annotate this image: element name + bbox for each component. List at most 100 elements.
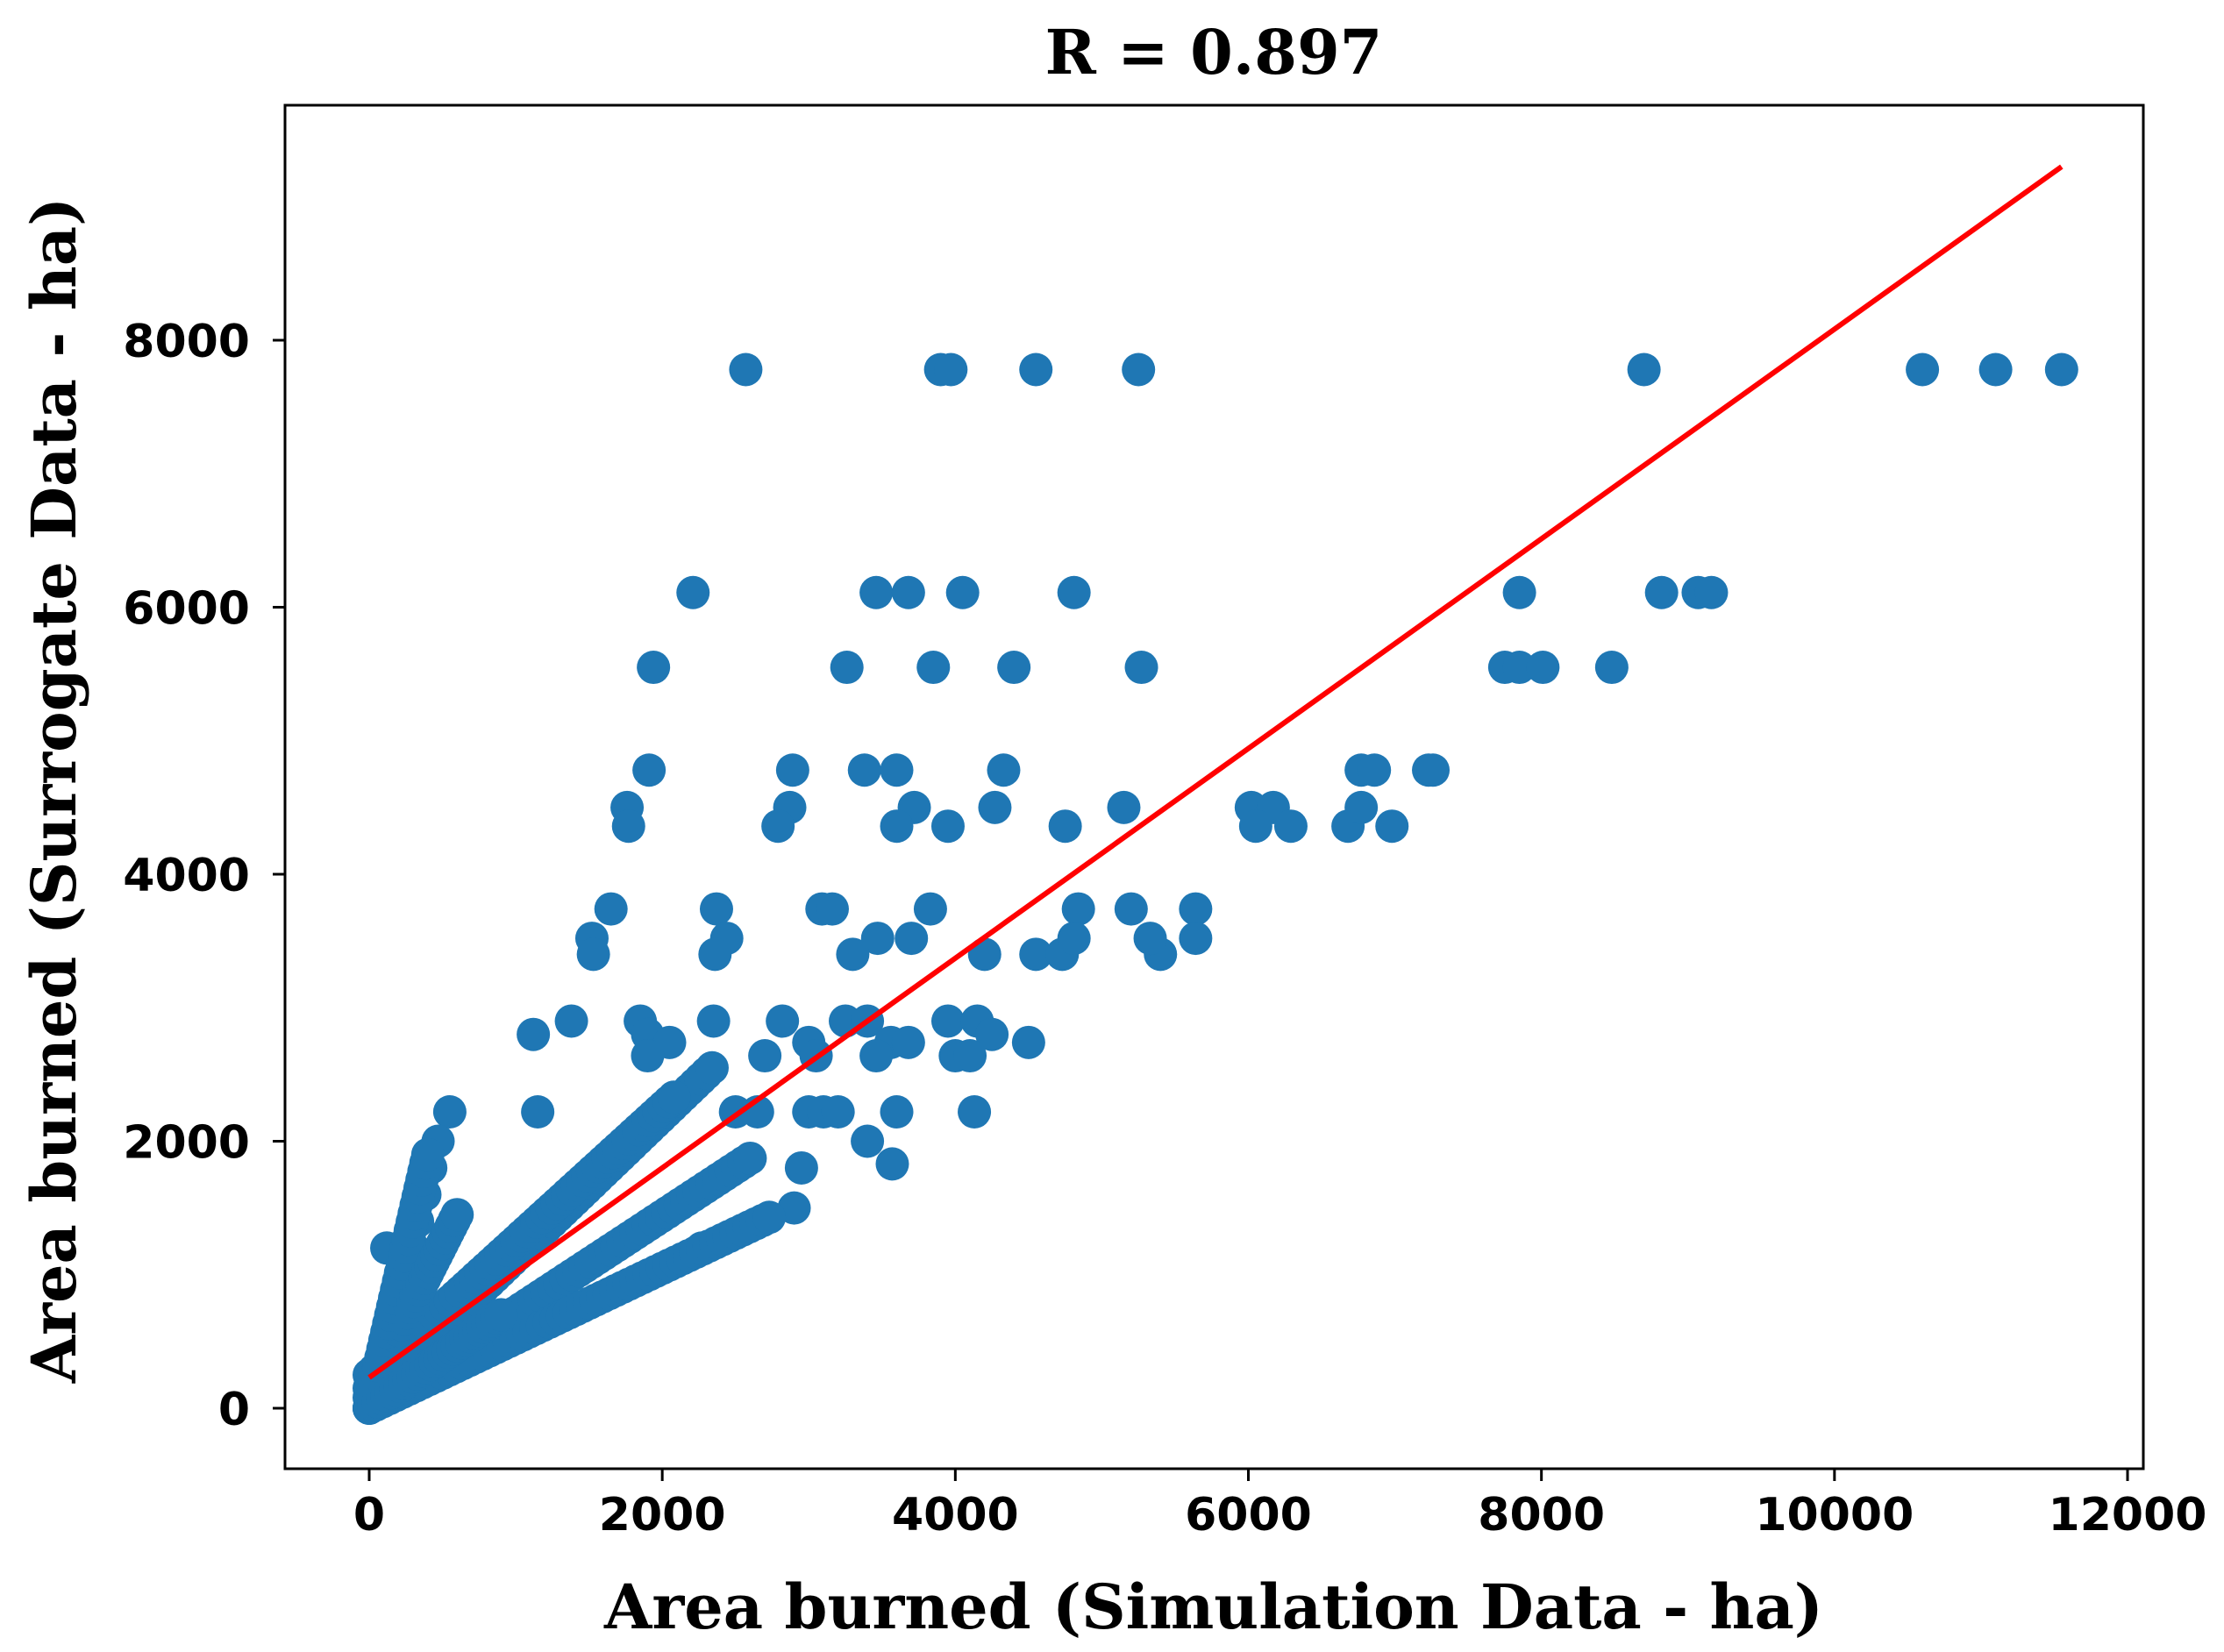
scatter-point	[913, 892, 947, 926]
scatter-point	[696, 1004, 731, 1038]
scatter-points	[353, 352, 2078, 1425]
scatter-point	[2044, 352, 2078, 387]
scatter-point	[1694, 575, 1729, 609]
scatter-point	[554, 1004, 588, 1038]
scatter-point	[987, 753, 1021, 787]
scatter-point	[815, 892, 849, 926]
y-axis-label: Area burned (Surrogate Data - ha)	[18, 197, 90, 1384]
scatter-point	[859, 1039, 894, 1073]
scatter-point	[748, 1039, 782, 1073]
y-tick-label: 0	[218, 1384, 250, 1436]
scatter-point	[729, 352, 763, 387]
scatter-point	[1122, 352, 1156, 387]
scatter-point	[847, 753, 881, 787]
scatter-point	[1057, 575, 1091, 609]
x-tick-label: 0	[353, 1489, 385, 1542]
scatter-point	[1594, 651, 1629, 685]
scatter-point	[997, 651, 1031, 685]
scatter-point	[611, 809, 645, 844]
chart-title: R = 0.897	[1045, 16, 1383, 89]
scatter-point	[1344, 790, 1379, 824]
scatter-point	[891, 1025, 925, 1059]
scatter-point	[930, 1004, 965, 1038]
scatter-point	[880, 753, 914, 787]
scatter-point	[1358, 753, 1392, 787]
scatter-point	[784, 1150, 818, 1185]
y-tick-label: 4000	[123, 850, 250, 902]
scatter-point	[916, 651, 951, 685]
x-tick-label: 10000	[1755, 1489, 1914, 1542]
x-axis-label: Area burned (Simulation Data - ha)	[603, 1570, 1823, 1643]
scatter-point	[1502, 651, 1536, 685]
scatter-point	[1179, 892, 1213, 926]
x-tick-label: 8000	[1478, 1489, 1605, 1542]
y-tick-label: 6000	[123, 583, 250, 636]
scatter-point	[1526, 651, 1560, 685]
scatter-point	[934, 352, 968, 387]
scatter-point	[978, 790, 1012, 824]
scatter-point	[440, 1198, 474, 1232]
scatter-point	[1416, 753, 1451, 787]
x-tick-label: 4000	[892, 1489, 1019, 1542]
scatter-point	[698, 937, 732, 972]
scatter-point	[821, 1095, 855, 1129]
x-tick-label: 2000	[599, 1489, 726, 1542]
scatter-point	[1114, 892, 1148, 926]
scatter-point	[1627, 352, 1661, 387]
x-tick-label: 12000	[2049, 1489, 2207, 1542]
scatter-point	[637, 651, 671, 685]
scatter-point	[484, 1298, 518, 1332]
scatter-point	[695, 1050, 729, 1085]
scatter-point	[1011, 1025, 1045, 1059]
scatter-point	[1179, 922, 1213, 956]
x-tick-label: 6000	[1185, 1489, 1312, 1542]
scatter-point	[836, 937, 870, 972]
scatter-point	[432, 1095, 467, 1129]
scatter-point	[676, 575, 710, 609]
scatter-point	[958, 1095, 992, 1129]
scatter-point	[975, 1017, 1009, 1051]
scatter-point	[1238, 809, 1272, 844]
scatter-point	[851, 1124, 885, 1158]
scatter-point	[1133, 922, 1167, 956]
scatter-point	[1502, 575, 1536, 609]
scatter-point	[521, 1095, 555, 1129]
y-tick-label: 2000	[123, 1117, 250, 1170]
scatter-point	[517, 1017, 551, 1051]
scatter-point	[657, 1080, 691, 1114]
scatter-point	[775, 753, 809, 787]
scatter-point	[1644, 575, 1679, 609]
scatter-point	[594, 892, 628, 926]
scatter-point	[766, 1004, 800, 1038]
scatter-point	[953, 1039, 987, 1073]
scatter-point	[875, 1147, 909, 1181]
scatter-point	[1048, 809, 1082, 844]
scatter-point	[410, 1137, 445, 1171]
scatter-point	[752, 1200, 787, 1235]
scatter-point	[830, 651, 864, 685]
scatter-point	[1019, 352, 1053, 387]
fit-line	[367, 164, 2064, 1380]
y-tick-label: 8000	[123, 316, 250, 368]
scatter-point	[1107, 790, 1141, 824]
scatter-point	[699, 892, 733, 926]
scatter-point	[1057, 922, 1091, 956]
scatter-point	[761, 809, 795, 844]
scatter-point	[930, 809, 965, 844]
scatter-point	[632, 753, 666, 787]
fit-line-layer	[367, 164, 2064, 1380]
scatter-point	[1124, 651, 1158, 685]
scatter-point	[945, 575, 980, 609]
scatter-point	[880, 809, 914, 844]
scatter-point	[576, 937, 610, 972]
scatter-point	[733, 1141, 767, 1175]
scatter-point	[631, 1039, 665, 1073]
scatter-point	[880, 1095, 914, 1129]
scatter-point	[1906, 352, 1940, 387]
scatter-point	[1375, 809, 1409, 844]
axis-ticks: 0 2000 4000 6000 8000 10000 12000 0 2000 4000 6000…	[123, 316, 2206, 1542]
scatter-point	[895, 922, 929, 956]
scatter-point	[860, 922, 895, 956]
